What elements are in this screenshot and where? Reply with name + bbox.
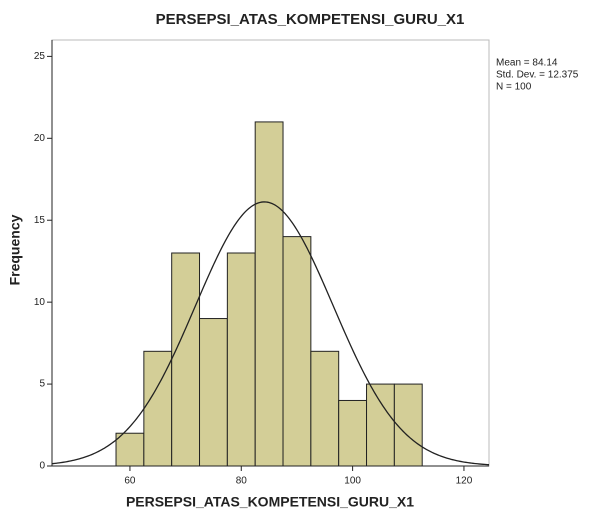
y-tick-label: 20: [34, 133, 46, 144]
bar: [366, 383, 395, 467]
y-axis-label: Frequency: [7, 214, 23, 285]
bar: [226, 252, 256, 467]
stat-mean: Mean = 84.14: [496, 58, 558, 69]
bar: [171, 252, 201, 467]
x-tick-label: 60: [124, 476, 136, 487]
bar: [254, 121, 284, 467]
y-tick-label: 10: [34, 297, 46, 308]
bar: [115, 432, 145, 467]
bar: [310, 350, 340, 467]
chart-title: PERSEPSI_ATAS_KOMPETENSI_GURU_X1: [156, 11, 465, 28]
normal-curve: [51, 201, 490, 466]
bar: [393, 383, 423, 467]
x-tick-label: 100: [344, 476, 361, 487]
x-axis-label: PERSEPSI_ATAS_KOMPETENSI_GURU_X1: [126, 494, 414, 510]
bar: [282, 236, 312, 467]
bar: [338, 399, 368, 467]
bar: [199, 318, 228, 467]
x-tick-label: 80: [236, 476, 248, 487]
y-tick-label: 15: [34, 215, 46, 226]
y-tick-label: 0: [39, 461, 45, 472]
y-tick-label: 25: [34, 51, 46, 62]
stat-n: N = 100: [496, 82, 532, 93]
y-tick-label: 5: [39, 379, 45, 390]
x-tick-label: 120: [456, 476, 473, 487]
stat-sd: Std. Dev. = 12.375: [496, 70, 579, 81]
